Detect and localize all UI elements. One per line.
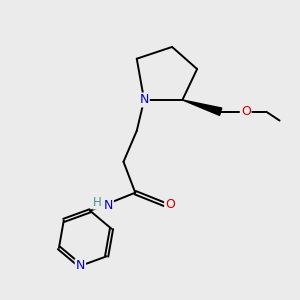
Text: N: N [103, 199, 113, 212]
Text: N: N [140, 93, 149, 106]
Text: H: H [93, 196, 102, 208]
Text: O: O [241, 105, 250, 118]
Polygon shape [182, 100, 222, 116]
Text: O: O [165, 198, 175, 211]
Text: N: N [76, 260, 85, 272]
